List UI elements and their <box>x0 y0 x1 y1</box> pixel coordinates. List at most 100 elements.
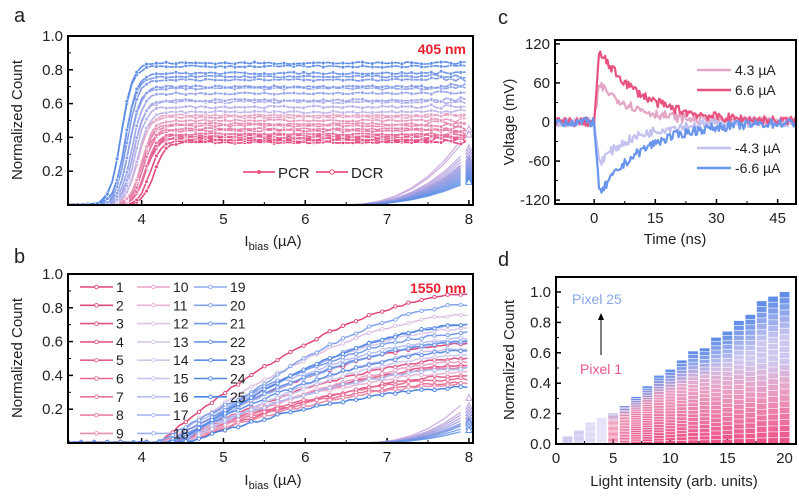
bar-segment <box>631 417 641 419</box>
series-marker <box>236 413 241 418</box>
bar-segment <box>654 381 664 384</box>
bar-segment <box>631 423 641 425</box>
plot-area <box>68 59 473 205</box>
bar-segment <box>619 407 630 409</box>
bar-segment <box>608 434 618 435</box>
series-marker <box>301 375 306 380</box>
bar-segment <box>631 408 641 410</box>
bar-segment <box>562 437 573 439</box>
pcr-marker <box>380 109 385 114</box>
bar-segment <box>768 349 778 355</box>
bar-segment <box>608 418 618 420</box>
bar-segment <box>768 402 778 409</box>
pcr-series-line <box>68 90 466 205</box>
legend-marker <box>208 394 213 400</box>
pcr-marker <box>105 196 110 201</box>
bar-segment <box>779 328 790 334</box>
arrow-head <box>598 313 604 320</box>
pcr-marker <box>183 92 188 97</box>
series-marker <box>288 363 293 369</box>
pcr-series-line <box>68 108 466 205</box>
bar-segment <box>699 401 710 406</box>
series-marker <box>327 342 332 347</box>
pcr-marker <box>164 92 169 97</box>
bar-segment <box>642 400 653 402</box>
pcr-marker <box>173 85 179 90</box>
bar-segment <box>676 400 687 404</box>
bar-segment <box>574 437 584 438</box>
bar-segment <box>722 403 733 408</box>
bar-segment <box>734 350 744 355</box>
bar-segment <box>585 442 596 443</box>
pcr-marker <box>232 97 237 102</box>
bar-segment <box>768 308 778 314</box>
pcr-marker <box>409 91 414 96</box>
bar-segment <box>722 439 733 444</box>
pcr-marker <box>242 131 247 136</box>
bar-segment <box>665 390 676 393</box>
pcr-marker <box>429 70 434 75</box>
bar-segment <box>642 432 653 435</box>
pcr-marker <box>223 104 228 109</box>
legend-marker <box>208 376 213 381</box>
bar-segment <box>745 330 756 335</box>
bar-segment <box>642 395 653 398</box>
bar-segment <box>596 436 607 438</box>
pcr-marker <box>183 122 188 127</box>
panel-c-chart: 0 15 30 45 -120 -60 0 60 120 4.3 µA 6.6 µA -4.3 µA -… <box>501 36 797 248</box>
bar-segment <box>596 439 607 441</box>
bar-segment <box>574 442 584 443</box>
bar-segment <box>585 441 596 442</box>
bar-segment <box>711 341 721 346</box>
series-marker <box>419 387 424 392</box>
pcr-marker <box>213 137 218 143</box>
pcr-marker <box>134 109 139 114</box>
bar-segment <box>676 383 687 387</box>
pcr-marker <box>458 129 463 134</box>
series-marker <box>380 348 385 353</box>
legend-label: 14 <box>173 352 189 368</box>
pcr-marker <box>350 64 355 70</box>
pcr-marker <box>154 106 159 111</box>
bar-segment <box>756 386 767 392</box>
y-tick-label: 0.4 <box>42 129 63 146</box>
series-marker <box>196 409 202 414</box>
series-marker <box>262 391 267 396</box>
series-marker <box>275 372 280 377</box>
panel-a-chart: 4 5 6 7 8 0.2 0.4 0.6 0.8 1.0 405 nm PCR DCR Normaliz… <box>9 28 474 253</box>
bar-segment <box>585 438 596 440</box>
bar-segment <box>734 360 744 365</box>
pcr-marker <box>301 122 306 127</box>
series-marker <box>275 385 280 390</box>
bar <box>608 413 618 444</box>
pcr-marker <box>439 114 444 119</box>
bar-segment <box>756 426 767 432</box>
pcr-marker <box>144 61 149 67</box>
bar-segment <box>711 439 721 444</box>
bar-segment <box>562 440 573 442</box>
bar-segment <box>768 432 778 438</box>
legend-label: 18 <box>173 425 189 441</box>
bar-segment <box>642 407 653 409</box>
series-marker <box>340 323 346 328</box>
pcr-marker <box>213 91 218 96</box>
pcr-marker <box>389 60 395 66</box>
pcr-marker <box>350 113 355 119</box>
series-marker <box>222 428 228 433</box>
pcr-marker <box>458 95 463 100</box>
series-marker <box>393 323 398 328</box>
y-tick-label: 0.6 <box>42 334 63 351</box>
bar <box>585 422 596 444</box>
bar-segment <box>779 298 790 304</box>
pcr-marker <box>193 105 198 110</box>
series-marker <box>314 361 319 367</box>
pcr-marker <box>399 77 404 83</box>
pcr-marker <box>124 170 129 175</box>
pcr-marker <box>164 119 169 125</box>
bar-segment <box>756 329 767 335</box>
pcr-marker <box>448 90 454 96</box>
series-marker <box>393 304 398 309</box>
bar-segment <box>734 340 744 345</box>
bar-segment <box>608 441 618 443</box>
series-marker <box>236 393 241 398</box>
